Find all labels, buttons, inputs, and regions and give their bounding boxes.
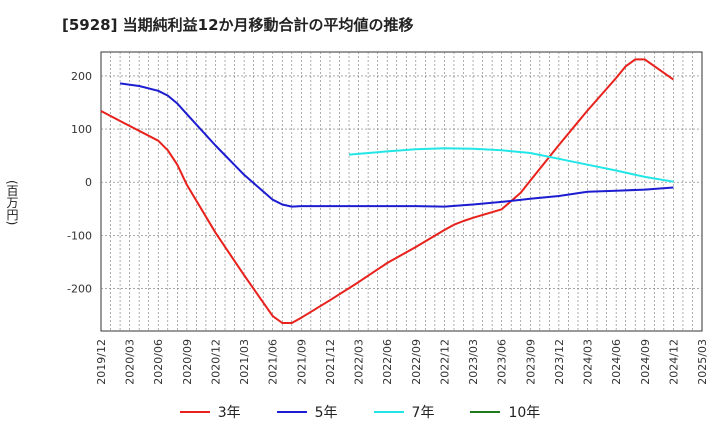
x-tick-label: 2024/09 [639, 339, 652, 385]
x-tick-label: 2023/09 [524, 339, 537, 385]
x-tick-label: 2020/12 [209, 339, 222, 385]
series-line-2 [119, 82, 674, 208]
legend: 3年 5年 7年 10年 [0, 402, 720, 422]
x-tick-label: 2021/12 [324, 339, 337, 385]
x-tick-label: 2022/03 [353, 339, 366, 385]
x-tick-label: 2020/06 [152, 339, 165, 385]
y-tick-label: 0 [85, 176, 92, 189]
x-tick-label: 2021/06 [267, 339, 280, 385]
x-tick-label: 2021/09 [295, 339, 308, 385]
series-line-1 [100, 58, 674, 324]
y-tick-label: -200 [67, 282, 92, 295]
x-tick-label: 2024/06 [610, 339, 623, 385]
legend-label-10y: 10年 [508, 405, 541, 421]
chart-title: [5928] 当期純利益12か月移動合計の平均値の推移 [62, 16, 414, 34]
x-tick-label: 2023/12 [553, 339, 566, 385]
legend-item-3y: 3年 [179, 402, 241, 422]
legend-swatch-10y [470, 411, 501, 413]
x-tick-label: 2023/06 [496, 339, 509, 385]
legend-label-3y: 3年 [217, 405, 241, 421]
x-tick-label: 2021/03 [238, 339, 251, 385]
x-tick-label: 2022/12 [438, 339, 451, 385]
legend-swatch-3y [179, 411, 210, 413]
x-tick-label: 2023/03 [467, 339, 480, 385]
x-tick-label: 2022/06 [381, 339, 394, 385]
y-tick-label: 100 [71, 123, 92, 136]
y-axis-label: (百万円) [5, 180, 19, 226]
y-tick-label: 200 [71, 70, 92, 83]
legend-item-7y: 7年 [373, 402, 435, 422]
x-tick-label: 2020/09 [181, 339, 194, 385]
x-tick-label: 2020/03 [124, 339, 137, 385]
legend-swatch-5y [276, 411, 307, 413]
legend-swatch-7y [373, 411, 404, 413]
x-tick-label: 2022/09 [410, 339, 423, 385]
legend-item-10y: 10年 [470, 402, 540, 422]
x-tick-label: 2024/03 [582, 339, 595, 385]
x-tick-label: 2025/03 [696, 339, 709, 385]
x-tick-label: 2024/12 [667, 339, 680, 385]
legend-item-5y: 5年 [276, 402, 338, 422]
x-tick-label: 2019/12 [95, 339, 108, 385]
series-line-3 [348, 147, 674, 183]
legend-label-7y: 7年 [411, 405, 435, 421]
line-chart: 200 100 0 -100 -200 2019/12 2020/03 2020/06 2020… [67, 51, 709, 385]
y-tick-label: -100 [67, 229, 92, 242]
legend-label-5y: 5年 [314, 405, 338, 421]
